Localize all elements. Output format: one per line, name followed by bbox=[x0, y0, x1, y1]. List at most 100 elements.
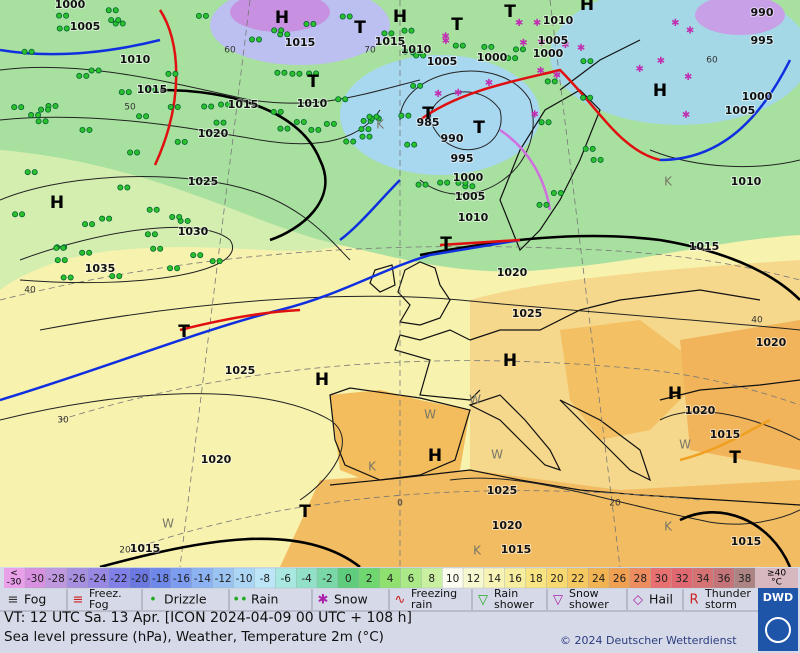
scale-label: -8 bbox=[260, 573, 270, 585]
rain-symbol bbox=[308, 126, 315, 133]
weather-label: Freez. bbox=[89, 587, 122, 600]
pressure-center: T bbox=[178, 322, 190, 342]
snow-symbol: ✱ bbox=[577, 43, 585, 54]
isobar-label: 1015 bbox=[710, 428, 741, 441]
rain-symbol bbox=[82, 221, 89, 228]
isobar-label: 990 bbox=[751, 6, 774, 19]
rain-symbol bbox=[127, 149, 134, 156]
very-cold-zone bbox=[695, 0, 785, 35]
scale-label: 32 bbox=[675, 573, 688, 585]
rain-symbol bbox=[124, 184, 131, 191]
scale-label: 12 bbox=[467, 573, 480, 585]
isobar-label: 1015 bbox=[285, 36, 316, 49]
isobar-label: 995 bbox=[451, 152, 474, 165]
rain-symbol bbox=[95, 67, 102, 74]
scale-label: 2 bbox=[366, 573, 373, 585]
rain-symbol bbox=[401, 27, 408, 34]
pressure-center: H bbox=[668, 384, 682, 404]
rain-symbol bbox=[54, 257, 61, 264]
rain-symbol bbox=[42, 118, 49, 125]
rain-symbol bbox=[550, 190, 557, 197]
isobar-label: 1015 bbox=[137, 83, 168, 96]
isobar bbox=[0, 66, 421, 104]
scale-label: -26 bbox=[69, 573, 86, 585]
logo-text: DWD bbox=[763, 591, 793, 604]
isobar-label: 1025 bbox=[188, 175, 219, 188]
rain-symbol bbox=[422, 181, 429, 188]
rain-symbol bbox=[208, 103, 215, 110]
rain-symbol bbox=[544, 78, 551, 85]
rain-symbol bbox=[202, 12, 209, 19]
rain-symbol bbox=[165, 70, 172, 77]
weather-icon: ▽ bbox=[478, 593, 488, 608]
rain-symbol bbox=[116, 273, 123, 280]
scale-label: 30 bbox=[655, 573, 668, 585]
isobar-label: 1000 bbox=[453, 171, 484, 184]
weather-icon: ▽ bbox=[553, 593, 563, 608]
rain-symbol bbox=[335, 96, 342, 103]
rain-symbol bbox=[60, 244, 67, 251]
isobar-label: 1005 bbox=[455, 190, 486, 203]
isobar-label: 1035 bbox=[85, 262, 116, 275]
scale-label: -22 bbox=[110, 573, 127, 585]
rain-symbol bbox=[157, 245, 164, 252]
isobar bbox=[659, 411, 800, 441]
rain-symbol bbox=[118, 89, 125, 96]
isobar-1015 bbox=[679, 511, 792, 568]
rain-symbol bbox=[144, 231, 151, 238]
isobar-label: 1015 bbox=[689, 240, 720, 253]
rain-symbol bbox=[381, 30, 388, 37]
airmass-label: W bbox=[679, 438, 691, 452]
rain-symbol bbox=[411, 141, 418, 148]
pressure-center: T bbox=[451, 15, 463, 35]
rain-symbol bbox=[469, 183, 476, 190]
rain-symbol bbox=[306, 70, 313, 77]
scale-label: -4 bbox=[301, 573, 312, 585]
cold-front bbox=[659, 59, 792, 162]
weather-label: Snow bbox=[569, 587, 599, 600]
isobar-label: 1020 bbox=[492, 519, 523, 532]
rain-symbol bbox=[587, 58, 594, 65]
pressure-center: T bbox=[422, 104, 434, 124]
rain-symbol bbox=[359, 133, 366, 140]
rain-symbol bbox=[195, 12, 202, 19]
isobar-label: 1015 bbox=[375, 35, 406, 48]
rain-symbol bbox=[589, 145, 596, 152]
scale-label: < bbox=[10, 569, 18, 579]
rain-symbol bbox=[52, 103, 59, 110]
pressure-center: H bbox=[393, 7, 407, 27]
rain-symbol bbox=[277, 125, 284, 132]
rain-symbol bbox=[134, 149, 141, 156]
rain-symbol bbox=[28, 112, 35, 119]
rain-symbol bbox=[444, 179, 451, 186]
isobar-label: 1010 bbox=[458, 211, 489, 224]
isobar-label: 1010 bbox=[297, 97, 328, 110]
airmass-label: K bbox=[376, 118, 385, 132]
snow-symbol: ✱ bbox=[657, 56, 665, 67]
rain-symbol bbox=[296, 70, 303, 77]
scale-label: -30 bbox=[7, 578, 22, 588]
logo-box bbox=[758, 588, 798, 651]
isobar-label: 1020 bbox=[497, 266, 528, 279]
grid-label: 20 bbox=[119, 546, 131, 556]
warm-front bbox=[179, 308, 301, 332]
rain-symbol bbox=[184, 217, 191, 224]
rain-symbol bbox=[462, 179, 469, 186]
grid-label: 50 bbox=[124, 103, 136, 113]
snow-symbol: ✱ bbox=[682, 110, 690, 121]
rain-symbol bbox=[167, 104, 174, 111]
isobar-label: 1005 bbox=[725, 104, 756, 117]
rain-symbol bbox=[176, 213, 183, 220]
isobar bbox=[0, 176, 351, 261]
warm-front bbox=[439, 238, 521, 247]
rain-symbol bbox=[152, 86, 159, 93]
rain-symbol bbox=[587, 94, 594, 101]
rain-symbol bbox=[12, 211, 19, 218]
weather-label: shower bbox=[494, 598, 534, 611]
pale-green-zone bbox=[0, 150, 340, 290]
weather-label: storm bbox=[705, 598, 737, 611]
coast-britain bbox=[397, 261, 451, 326]
rain-symbol bbox=[67, 274, 74, 281]
isobar-label: 1015 bbox=[731, 535, 762, 548]
weather-label: Rain bbox=[494, 587, 518, 600]
